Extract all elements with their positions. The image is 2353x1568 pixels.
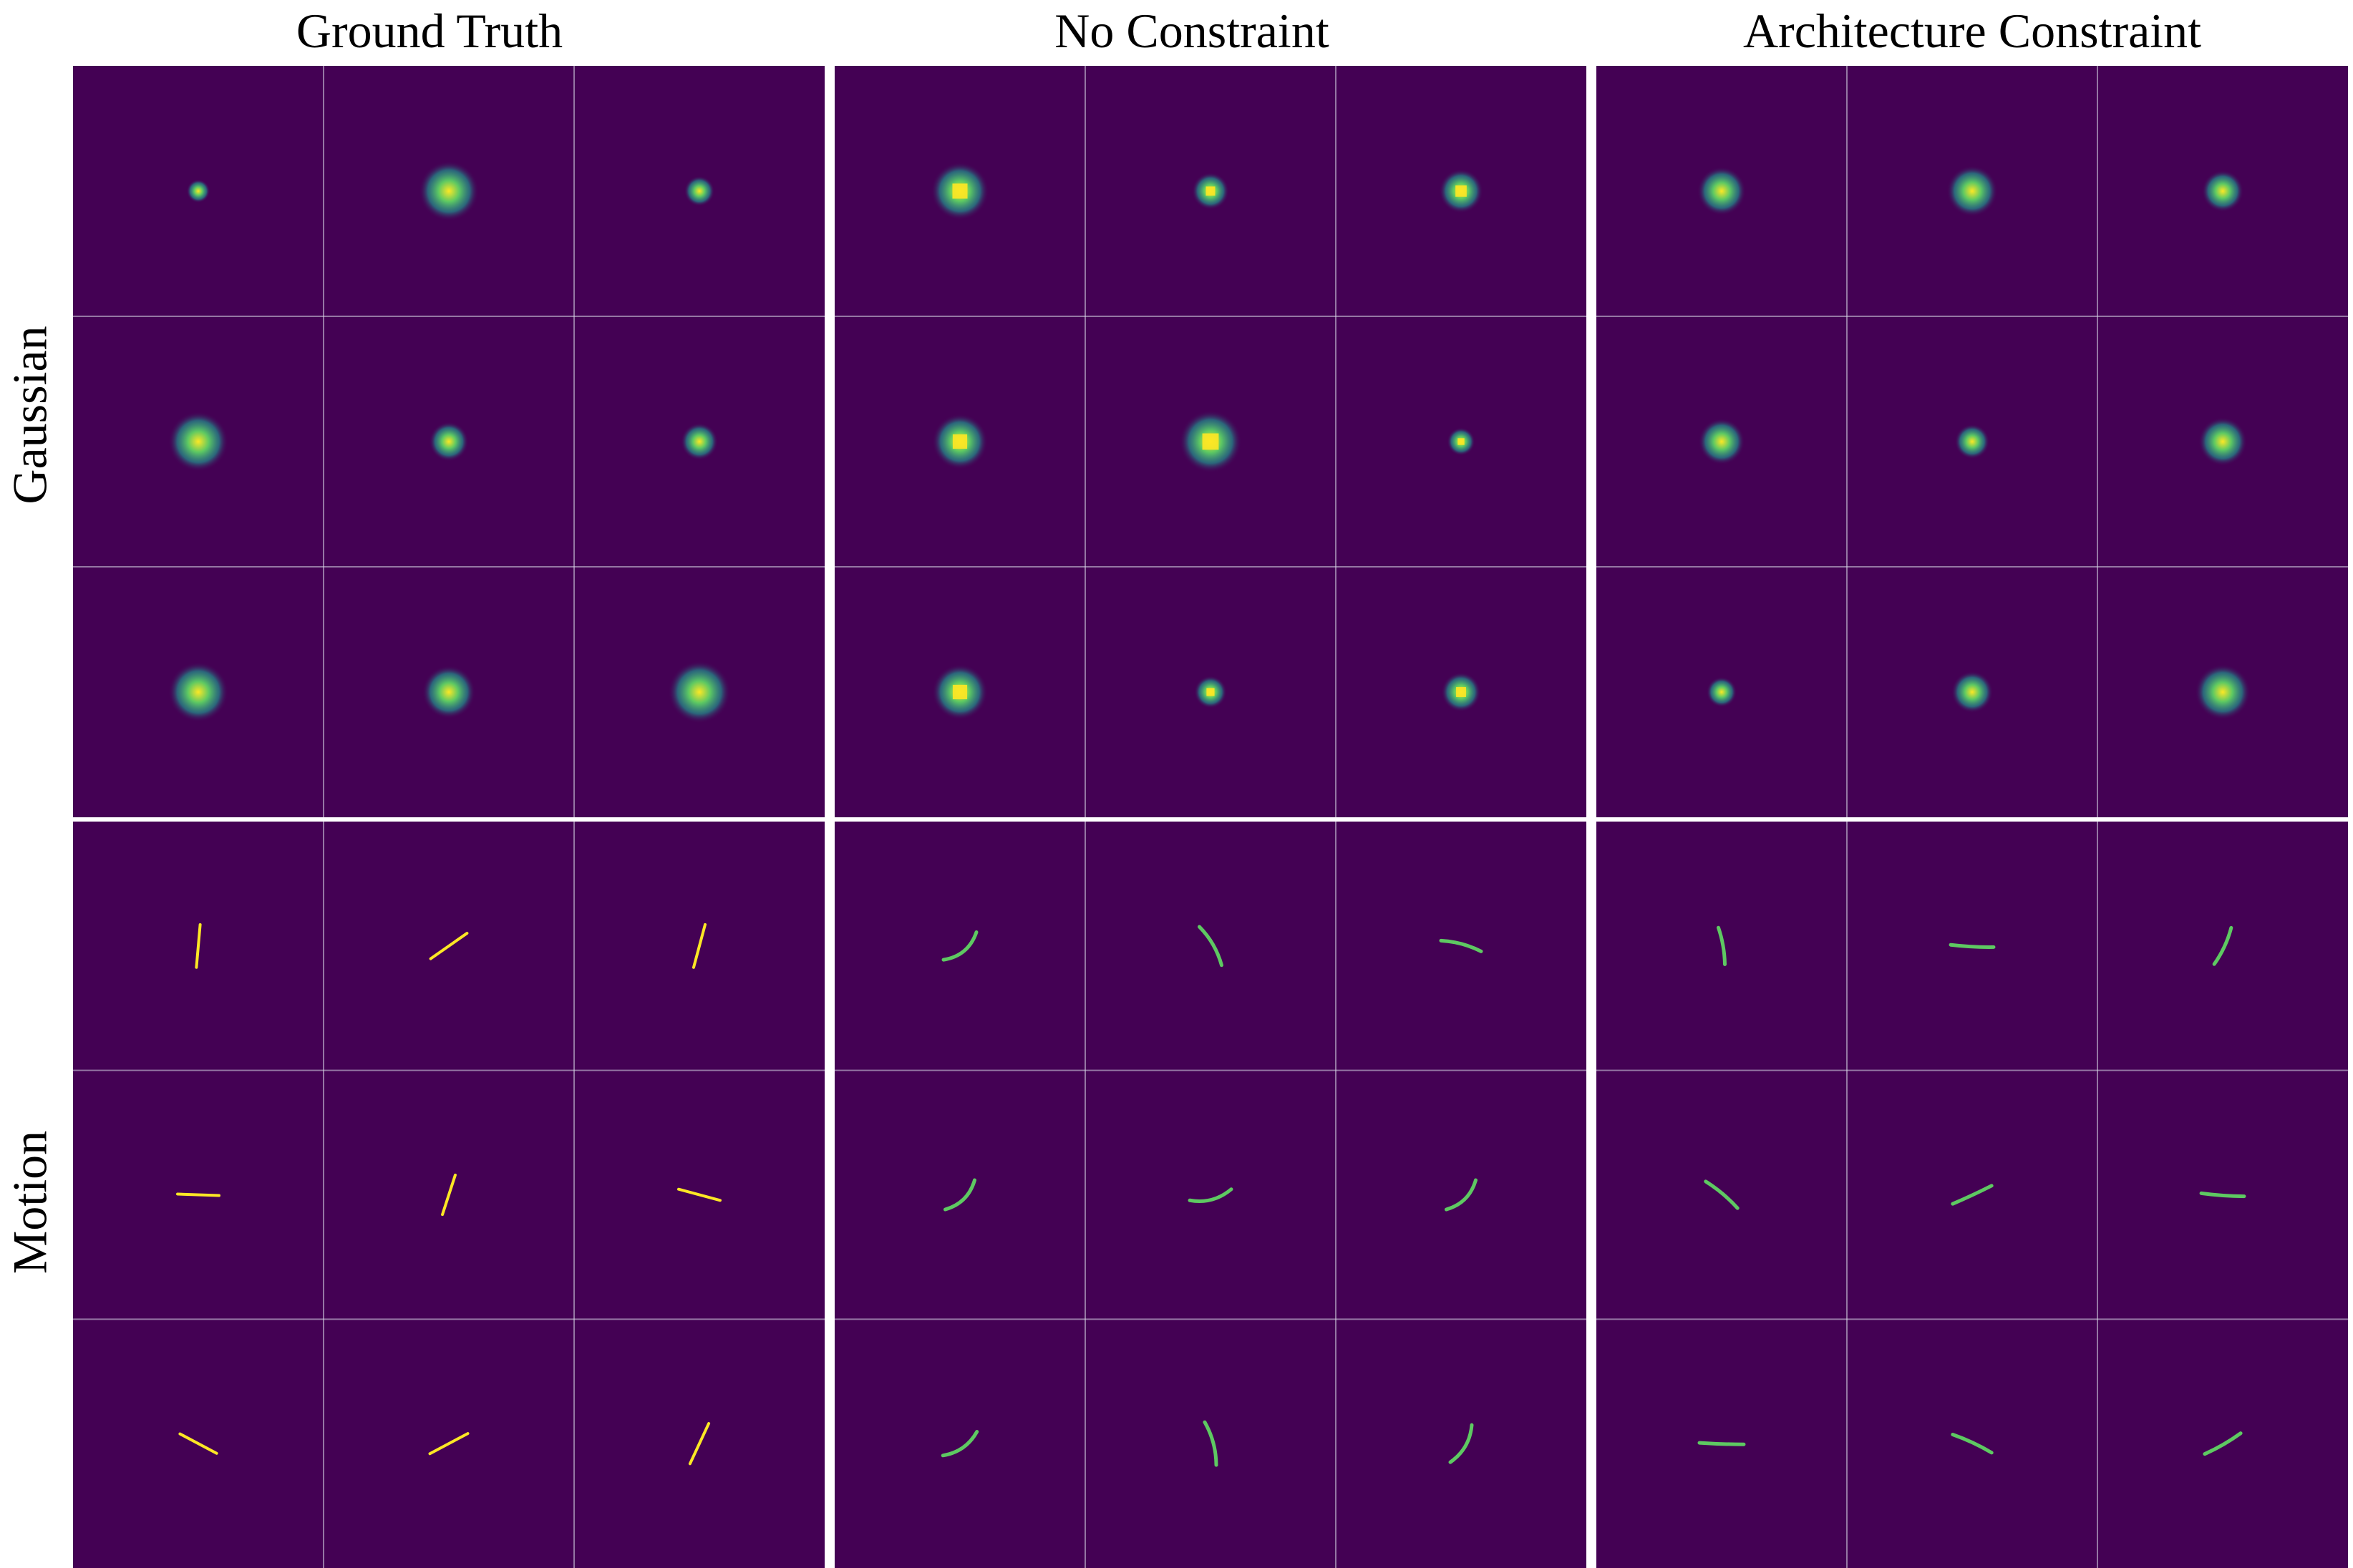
kernel-core (952, 684, 968, 700)
kernel-core (1202, 433, 1219, 450)
kernel-core (1205, 186, 1216, 196)
gaussian-kernel (2198, 417, 2247, 466)
motion-kernel (2212, 925, 2233, 966)
gaussian-kernel (419, 161, 479, 221)
motion-kernel (441, 1173, 457, 1217)
motion-kernel (1198, 925, 1223, 968)
motion-kernel (1188, 1187, 1233, 1203)
gaussian-kernel (1706, 676, 1737, 708)
motion-kernel (1951, 1184, 1994, 1206)
kernel-core (1457, 438, 1465, 445)
motion-kernel (1448, 1423, 1474, 1464)
gaussian-kernel (1697, 167, 1746, 215)
kernel-core (1455, 185, 1467, 197)
motion-kernel (1716, 925, 1727, 966)
no-constraint-motion-canvas (835, 822, 1586, 1568)
motion-kernel (1704, 1179, 1740, 1210)
motion-kernel (943, 1178, 977, 1212)
kernel-core (1456, 687, 1466, 697)
panel-architecture-constraint-motion (1596, 822, 2348, 1568)
kernel-core (952, 183, 968, 199)
gaussian-kernel (684, 175, 715, 207)
motion-kernel (176, 1192, 220, 1197)
architecture-constraint-gaussian-canvas (1596, 66, 2348, 817)
gaussian-kernel (1946, 165, 1998, 217)
column-header-architecture-constraint: Architecture Constraint (1742, 4, 2202, 58)
motion-kernel (2203, 1431, 2243, 1456)
motion-kernel (2199, 1191, 2246, 1199)
panel-no-constraint-motion (835, 822, 1586, 1568)
motion-kernel (941, 1430, 979, 1458)
column-header-no-constraint: No Constraint (1054, 4, 1329, 58)
panel-ground-truth-gaussian (73, 66, 825, 817)
gaussian-kernel (1954, 424, 1990, 459)
gaussian-kernel (168, 662, 228, 722)
motion-kernel (941, 930, 979, 962)
gaussian-kernel (2195, 664, 2251, 720)
panel-no-constraint-gaussian (835, 66, 1586, 817)
motion-kernel (1203, 1420, 1218, 1467)
row-label-motion: Motion (2, 1130, 57, 1275)
gaussian-kernel (429, 422, 469, 462)
no-constraint-gaussian-canvas (835, 66, 1586, 817)
motion-kernel (428, 1432, 470, 1456)
motion-kernel (1439, 938, 1483, 953)
gaussian-kernel (1698, 418, 1745, 465)
motion-kernel (677, 1187, 722, 1202)
motion-kernel (688, 1422, 711, 1466)
motion-kernel (692, 922, 707, 969)
gaussian-kernel (422, 665, 476, 719)
kernel-core (1206, 688, 1215, 696)
gaussian-kernel (668, 661, 731, 724)
gaussian-kernel (1951, 671, 1994, 714)
motion-kernel (1444, 1178, 1478, 1212)
gaussian-kernel (168, 412, 228, 472)
ground-truth-gaussian-canvas (73, 66, 825, 817)
gaussian-kernel (186, 179, 210, 203)
ground-truth-motion-canvas (73, 822, 825, 1568)
kernel-core (952, 434, 968, 449)
gaussian-kernel (2201, 170, 2244, 213)
gaussian-kernel (681, 423, 718, 460)
motion-kernel (1697, 1441, 1746, 1446)
motion-kernel (195, 922, 202, 969)
motion-kernel (1949, 943, 1996, 949)
motion-kernel (178, 1432, 218, 1455)
panel-ground-truth-motion (73, 822, 825, 1568)
column-header-ground-truth: Ground Truth (296, 4, 563, 58)
row-label-gaussian: Gaussian (2, 326, 57, 505)
motion-kernel (1951, 1432, 1994, 1455)
architecture-constraint-motion-canvas (1596, 822, 2348, 1568)
motion-kernel (429, 932, 469, 960)
panel-architecture-constraint-gaussian (1596, 66, 2348, 817)
